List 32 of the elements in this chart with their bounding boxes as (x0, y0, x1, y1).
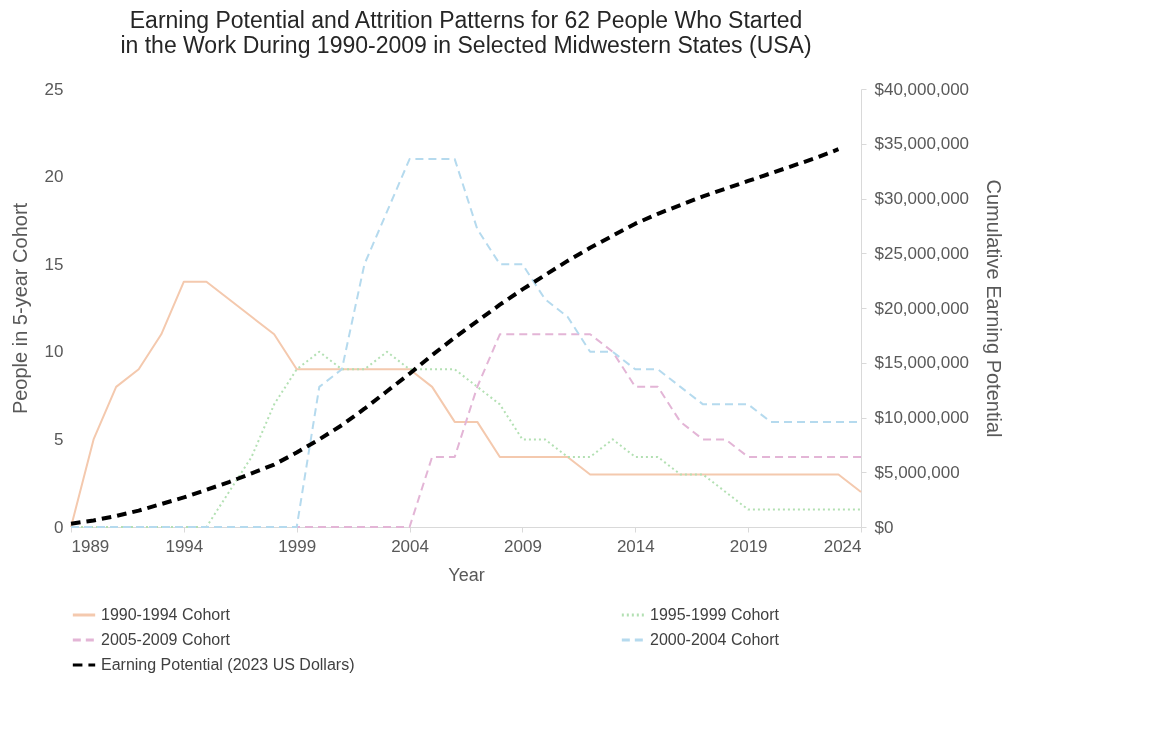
y-tick-label: 0 (54, 517, 64, 537)
y-tick-label: 25 (44, 79, 64, 99)
legend-label: 2005-2009 Cohort (101, 631, 231, 648)
x-tick-label: 2009 (504, 536, 542, 556)
y2-tick-label: $40,000,000 (874, 79, 970, 99)
legend-label: 2000-2004 Cohort (650, 631, 780, 648)
y-axis-title: People in 5-year Cohort (8, 202, 31, 415)
x-tick-label: 2004 (391, 536, 429, 556)
y-tick-label: 15 (44, 254, 64, 274)
x-tick-label: 2024 (823, 536, 862, 556)
x-tick-label: 1994 (165, 536, 204, 556)
y2-axis-title: Cumulative Earning Potential (983, 179, 1006, 438)
y2-tick-label: $5,000,000 (874, 462, 960, 482)
y2-tick-label: $15,000,000 (874, 353, 970, 373)
legend-label: 1990-1994 Cohort (101, 606, 231, 623)
y2-tick-label: $0 (874, 517, 894, 537)
legend-label: 1995-1999 Cohort (650, 606, 780, 623)
x-tick-label: 1999 (278, 536, 317, 556)
y2-tick-label: $35,000,000 (874, 134, 970, 154)
y2-tick-label: $25,000,000 (874, 243, 970, 263)
x-tick-label: 1989 (71, 536, 110, 556)
y-tick-label: 5 (54, 429, 64, 449)
y2-tick-label: $30,000,000 (874, 189, 970, 208)
y-tick-label: 10 (44, 342, 64, 362)
y2-tick-label: $20,000,000 (874, 298, 970, 318)
x-axis-title: Year (448, 564, 485, 585)
y-tick-label: 20 (44, 167, 64, 187)
x-tick-label: 2014 (616, 536, 655, 556)
legend-label: Earning Potential (2023 US Dollars) (101, 656, 355, 673)
y2-tick-label: $10,000,000 (874, 408, 970, 427)
x-tick-label: 2019 (729, 536, 768, 556)
chart-title: Earning Potential and Attrition Patterns for 62 People Who Started in the Work During 1990-2009 in Selected Midwestern States (USA) (120, 7, 812, 58)
